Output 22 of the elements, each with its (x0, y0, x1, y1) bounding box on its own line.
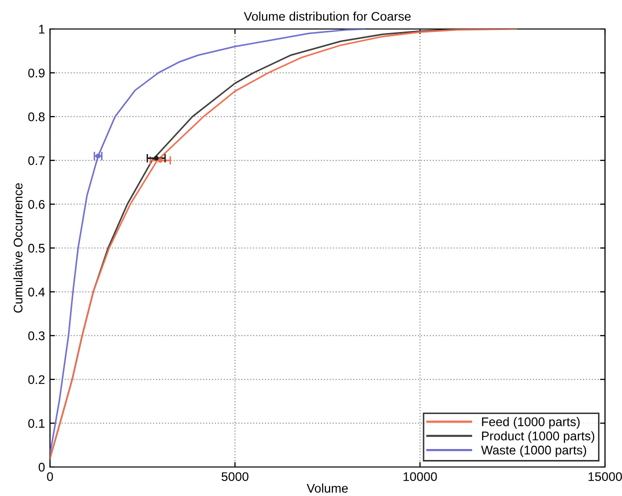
y-tick-label: 0.2 (28, 375, 45, 384)
legend-label: Product (1000 parts) (482, 431, 594, 443)
chart-title: Volume distribution for Coarse (244, 12, 411, 21)
y-tick-label: 0.8 (28, 112, 45, 122)
y-tick-label: 0.7 (28, 156, 45, 166)
x-tick-label: 15000 (588, 472, 622, 482)
line-series (50, 29, 366, 455)
x-tick-label: 0 (47, 472, 53, 482)
y-axis-title: Cumulative Occurrence (13, 183, 23, 313)
x-tick-label: 5000 (222, 472, 248, 482)
y-tick-label: 0 (38, 462, 45, 472)
x-axis-title: Volume (306, 484, 348, 493)
legend-label: Feed (1000 parts) (482, 417, 580, 429)
y-tick-label: 0.4 (28, 288, 45, 296)
y-tick-label: 0.9 (28, 68, 45, 78)
x-tick-label: 10000 (404, 472, 437, 482)
y-tick-label: 0.3 (28, 331, 45, 340)
y-tick-label: 1 (39, 24, 45, 34)
legend-label: Waste (1000 parts) (481, 445, 586, 457)
y-tick-label: 0.6 (28, 200, 45, 209)
y-tick-label: 0.5 (28, 244, 45, 253)
y-tick-label: 0.1 (28, 419, 45, 428)
